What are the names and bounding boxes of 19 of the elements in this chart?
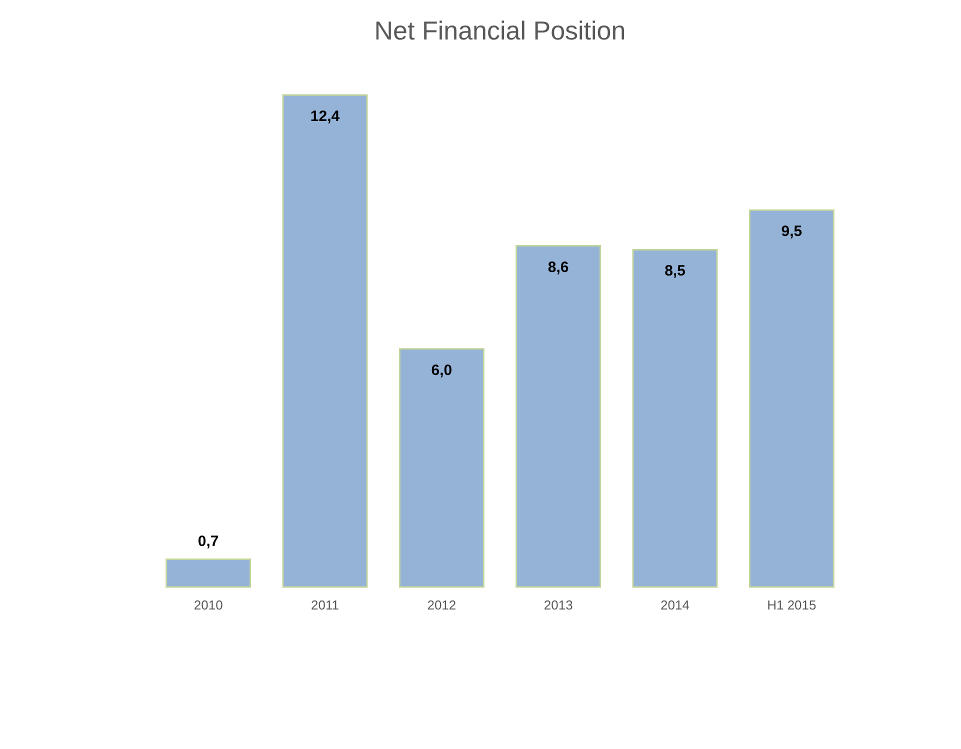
bar <box>748 209 834 588</box>
data-label: 6,0 <box>431 362 452 379</box>
x-tick-label: 2010 <box>194 598 223 612</box>
data-label: 8,5 <box>664 262 686 280</box>
data-label: 12,4 <box>310 108 340 125</box>
bar <box>166 558 252 588</box>
x-tick-label: 2011 <box>311 598 339 612</box>
x-tick-label: 2014 <box>660 598 690 612</box>
chart-title: Net Financial Position <box>374 15 626 46</box>
data-label: 9,5 <box>781 223 802 240</box>
data-label: 8,6 <box>548 258 569 276</box>
x-tick-label: 2013 <box>544 598 573 612</box>
bar <box>282 94 368 588</box>
x-tick-label: 2012 <box>427 598 456 612</box>
bar <box>516 245 602 588</box>
x-tick-label: H1 2015 <box>767 598 816 612</box>
bar <box>632 248 718 588</box>
data-label: 0,7 <box>198 533 219 550</box>
bar <box>398 348 484 588</box>
